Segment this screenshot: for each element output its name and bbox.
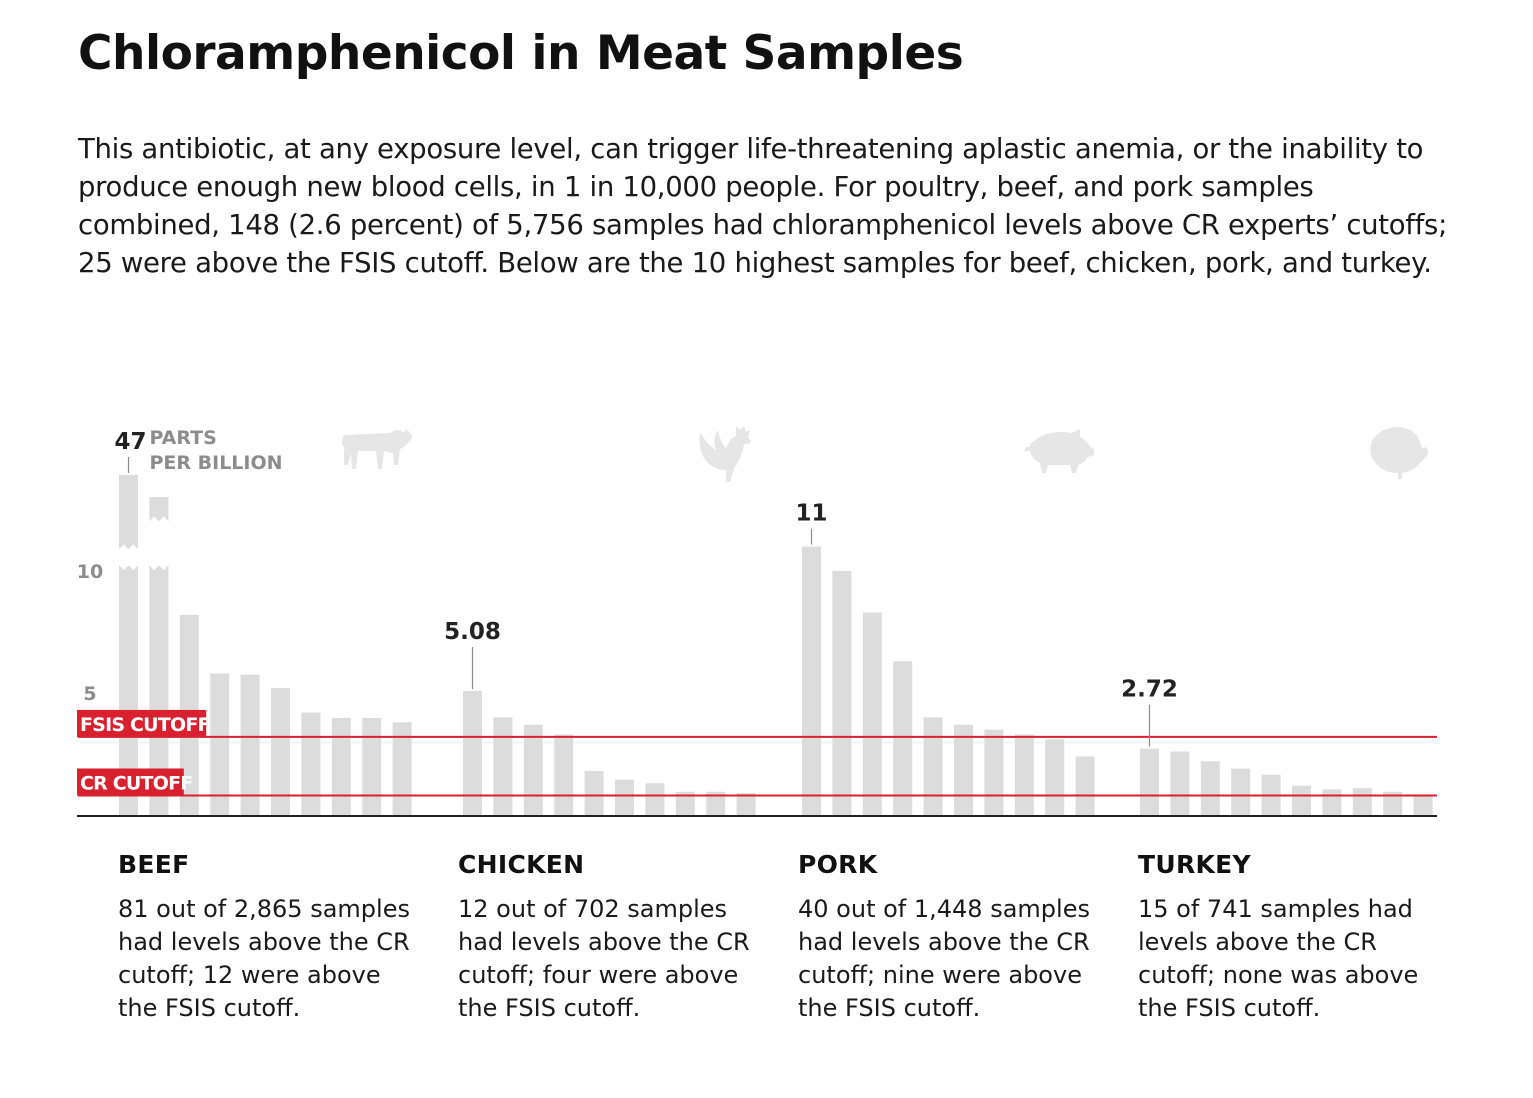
bar-group-chicken xyxy=(463,691,756,815)
bar xyxy=(149,565,169,815)
bar xyxy=(706,791,726,815)
cow-icon xyxy=(342,429,412,469)
bar xyxy=(893,661,913,815)
bar xyxy=(119,565,138,815)
bar xyxy=(1045,739,1065,815)
bar xyxy=(1075,756,1095,815)
category-title: BEEF xyxy=(118,850,190,879)
unit-label: PARTS xyxy=(150,427,217,449)
category-title: CHICKEN xyxy=(458,850,585,879)
category-turkey: TURKEY 15 of 741 samples had levels abov… xyxy=(1138,850,1438,1025)
bar xyxy=(923,717,943,815)
bar xyxy=(392,722,412,815)
bar xyxy=(301,712,321,815)
y-tick-label: 5 xyxy=(83,683,96,705)
bar xyxy=(554,734,574,815)
value-labels: 47 PARTS PER BILLION 5.08 11 2.72 xyxy=(115,427,1178,747)
bar-group-beef xyxy=(119,475,412,815)
bar-group-turkey xyxy=(1140,748,1433,815)
bar xyxy=(802,546,821,815)
bar xyxy=(240,674,260,815)
bar xyxy=(523,724,543,815)
cutoff-lines: FSIS CUTOFF CR CUTOFF xyxy=(77,709,1437,797)
bar xyxy=(645,783,665,815)
bar xyxy=(1170,751,1190,815)
category-pork: PORK 40 out of 1,448 samples had levels … xyxy=(798,850,1098,1025)
turkey-icon xyxy=(1370,427,1428,479)
category-description: 12 out of 702 samples had levels above t… xyxy=(458,895,750,1022)
page-subtitle: This antibiotic, at any exposure level, … xyxy=(78,133,1448,279)
category-title: TURKEY xyxy=(1138,850,1251,879)
bar xyxy=(1383,791,1403,815)
pig-icon xyxy=(1024,429,1094,473)
y-axis: 5 10 xyxy=(77,561,1437,817)
category-description: 40 out of 1,448 samples had levels above… xyxy=(798,895,1090,1022)
bar xyxy=(1322,789,1342,815)
bar xyxy=(954,724,973,815)
category-chicken: CHICKEN 12 out of 702 samples had levels… xyxy=(458,850,758,1025)
bar xyxy=(736,793,756,815)
bar xyxy=(362,717,382,815)
rooster-icon xyxy=(699,426,751,482)
bar-group-pork xyxy=(802,546,1095,815)
bar-chart: FSIS CUTOFF CR CUTOFF 47 PARTS PER BILLION 5… xyxy=(77,426,1437,817)
icons-layer xyxy=(342,426,1428,482)
cutoff-label: FSIS CUTOFF xyxy=(80,714,210,736)
bar xyxy=(463,691,482,815)
bar xyxy=(331,717,351,815)
category-description: 81 out of 2,865 samples had levels above… xyxy=(118,895,410,1022)
cutoff-tag xyxy=(77,768,184,796)
bar-truncated-top xyxy=(149,497,169,522)
bar xyxy=(862,612,882,815)
value-label: 5.08 xyxy=(444,619,501,645)
bar xyxy=(1200,761,1220,815)
value-label: 47 xyxy=(115,429,147,455)
bar xyxy=(615,779,634,815)
value-label: 2.72 xyxy=(1121,677,1178,703)
bar xyxy=(1140,748,1159,815)
bar xyxy=(1413,795,1433,815)
y-tick-label: 10 xyxy=(77,561,103,583)
unit-label: PER BILLION xyxy=(150,452,283,474)
page-title: Chloramphenicol in Meat Samples xyxy=(78,26,964,81)
category-beef: BEEF 81 out of 2,865 samples had levels … xyxy=(118,850,418,1025)
bars-layer xyxy=(119,475,1433,815)
bar xyxy=(1352,788,1372,815)
bar xyxy=(1292,785,1311,815)
value-label: 11 xyxy=(795,501,827,527)
bar xyxy=(493,717,513,815)
bar xyxy=(1231,768,1251,815)
bar xyxy=(1014,734,1034,815)
bar xyxy=(675,791,695,815)
bar xyxy=(584,771,604,815)
bar xyxy=(210,673,230,815)
category-title: PORK xyxy=(798,850,878,879)
bar xyxy=(984,729,1004,815)
bar-truncated-top xyxy=(119,475,138,550)
cutoff-label: CR CUTOFF xyxy=(80,772,192,794)
bar xyxy=(832,571,852,815)
bar xyxy=(271,688,290,815)
cutoff-tag xyxy=(77,709,207,737)
category-description: 15 of 741 samples had levels above the C… xyxy=(1138,895,1419,1022)
